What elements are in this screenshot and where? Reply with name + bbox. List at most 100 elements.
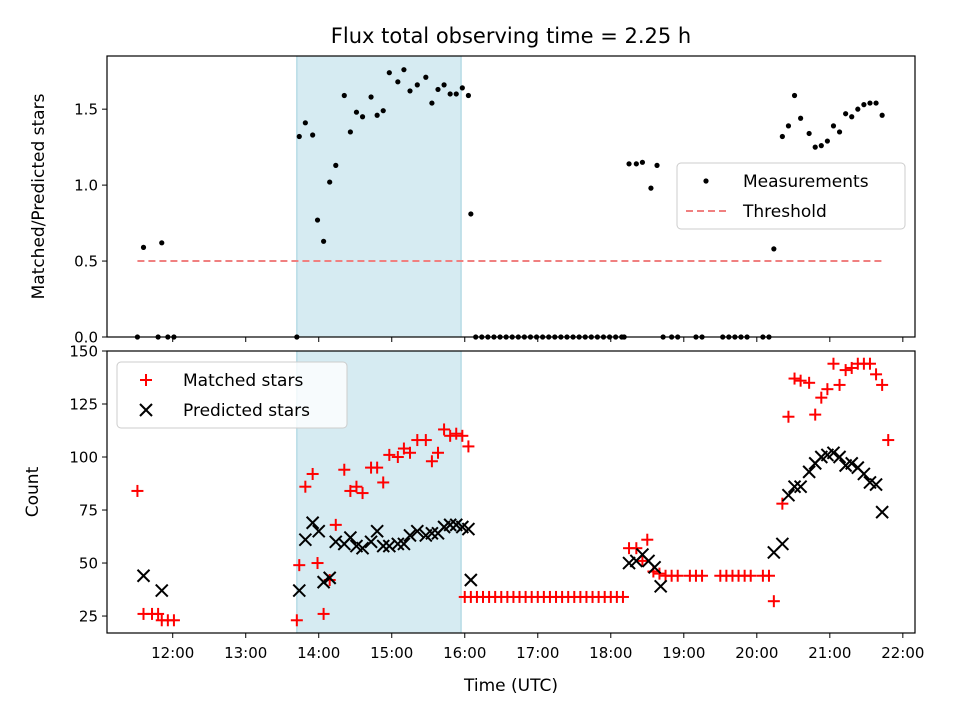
predicted-stars-point	[787, 479, 802, 494]
y-tick-label: 1.0	[74, 177, 98, 195]
matched-stars-point	[876, 378, 889, 391]
predicted-stars-point	[802, 465, 816, 479]
measurements-point	[468, 211, 474, 217]
matched-stars-point	[653, 567, 666, 580]
matched-stars-point	[882, 434, 895, 447]
matched-stars-point	[456, 429, 469, 442]
predicted-stars-point	[305, 516, 320, 530]
x-tick-label: 15:00	[370, 644, 413, 662]
x-tick-label: 20:00	[735, 644, 778, 662]
measurements-point	[368, 94, 374, 100]
measurements-point	[374, 112, 380, 118]
matched-stars-point	[776, 497, 789, 510]
matched-stars-point	[863, 357, 876, 370]
legend-matched-label: Matched stars	[183, 371, 303, 391]
matched-stars-point	[450, 427, 463, 440]
predicted-stars-point	[653, 579, 668, 594]
top-panel: 0.0 0.5 1.0 1.5 Flux total observing time =…	[29, 24, 916, 347]
legend-threshold-label: Threshold	[742, 202, 827, 222]
bottom-series-layer	[131, 357, 895, 627]
matched-stars-point	[317, 607, 330, 620]
matched-stars-point	[338, 463, 351, 476]
matched-stars-point	[794, 374, 807, 387]
measurements-point	[798, 115, 804, 121]
measurements-point	[395, 79, 401, 85]
measurements-point	[314, 217, 321, 223]
matched-stars-point	[344, 484, 357, 497]
x-tick-label: 14:00	[297, 644, 340, 662]
matched-stars-point	[744, 569, 757, 582]
measurements-point	[879, 112, 885, 118]
matched-stars-point	[782, 410, 795, 423]
measurements-point	[407, 88, 413, 94]
measurements-point	[843, 111, 849, 117]
matched-stars-point	[636, 554, 649, 567]
matched-stars-point	[356, 487, 369, 500]
measurements-point	[633, 161, 639, 167]
matched-stars-point	[444, 429, 457, 442]
matched-stars-point	[641, 533, 654, 546]
top-axes-frame	[106, 55, 916, 338]
measurements-point	[465, 92, 472, 99]
x-tick-label: 13:00	[224, 644, 267, 662]
matched-stars-point	[809, 408, 822, 421]
matched-stars-point	[788, 372, 801, 385]
matched-stars-point	[438, 423, 451, 436]
bottom-axes-frame	[106, 350, 916, 634]
matched-stars-point	[371, 461, 384, 474]
y-tick-label: 0.5	[74, 253, 98, 271]
predicted-stars-point	[845, 456, 859, 471]
measurements-point	[435, 86, 441, 93]
predicted-stars-point	[292, 583, 306, 598]
measurements-point	[447, 91, 453, 97]
measurements-point	[785, 123, 792, 129]
measurements-point	[429, 100, 435, 106]
matched-stars-point	[815, 391, 828, 404]
matched-stars-point	[131, 484, 144, 497]
y-tick-label: 100	[69, 449, 98, 467]
predicted-stars-point	[443, 518, 457, 532]
predicted-stars-point	[376, 539, 390, 553]
top-y-axis-label: Matched/Predicted stars	[29, 93, 49, 299]
measurements-point	[648, 185, 654, 191]
legend-predicted-label: Predicted stars	[183, 401, 310, 421]
measurements-point	[353, 109, 360, 115]
x-tick-label: 17:00	[516, 644, 559, 662]
measurements-point	[861, 102, 867, 108]
matched-stars-point	[167, 614, 180, 627]
measurements-point	[380, 108, 386, 114]
x-tick-label: 16:00	[443, 644, 486, 662]
y-tick-label: 75	[79, 502, 98, 520]
matched-stars-point	[833, 378, 846, 391]
matched-stars-point	[431, 446, 444, 459]
x-tick-label: 22:00	[881, 644, 924, 662]
measurements-point	[824, 138, 830, 144]
predicted-stars-point	[775, 537, 790, 551]
predicted-stars-point	[397, 537, 411, 551]
predicted-stars-point	[832, 450, 847, 464]
x-tick-label: 21:00	[808, 644, 851, 662]
measurements-point	[626, 161, 632, 167]
measurements-point	[159, 240, 165, 246]
y-tick-label: 1.5	[74, 101, 98, 119]
matched-stars-point	[767, 595, 780, 608]
matched-stars-point	[696, 569, 709, 582]
bottom-legend: Matched stars Predicted stars	[116, 361, 348, 429]
predicted-stars-point	[857, 467, 871, 481]
predicted-stars-point	[316, 575, 331, 589]
measurements-point	[836, 129, 843, 135]
measurements-point	[359, 114, 366, 120]
matched-stars-point	[350, 480, 363, 493]
top-tick-layer: 0.0 0.5 1.0 1.5	[74, 101, 904, 347]
measurements-point	[779, 133, 785, 140]
matched-stars-point	[762, 569, 775, 582]
measurements-point	[771, 246, 777, 252]
measurements-point	[140, 244, 147, 250]
predicted-stars-point	[410, 524, 425, 538]
matched-stars-point	[293, 559, 306, 572]
measurements-point	[639, 159, 646, 165]
predicted-stars-point	[875, 505, 889, 519]
measurements-point	[327, 179, 333, 185]
measurements-point	[849, 114, 855, 120]
measurements-point	[867, 100, 873, 106]
